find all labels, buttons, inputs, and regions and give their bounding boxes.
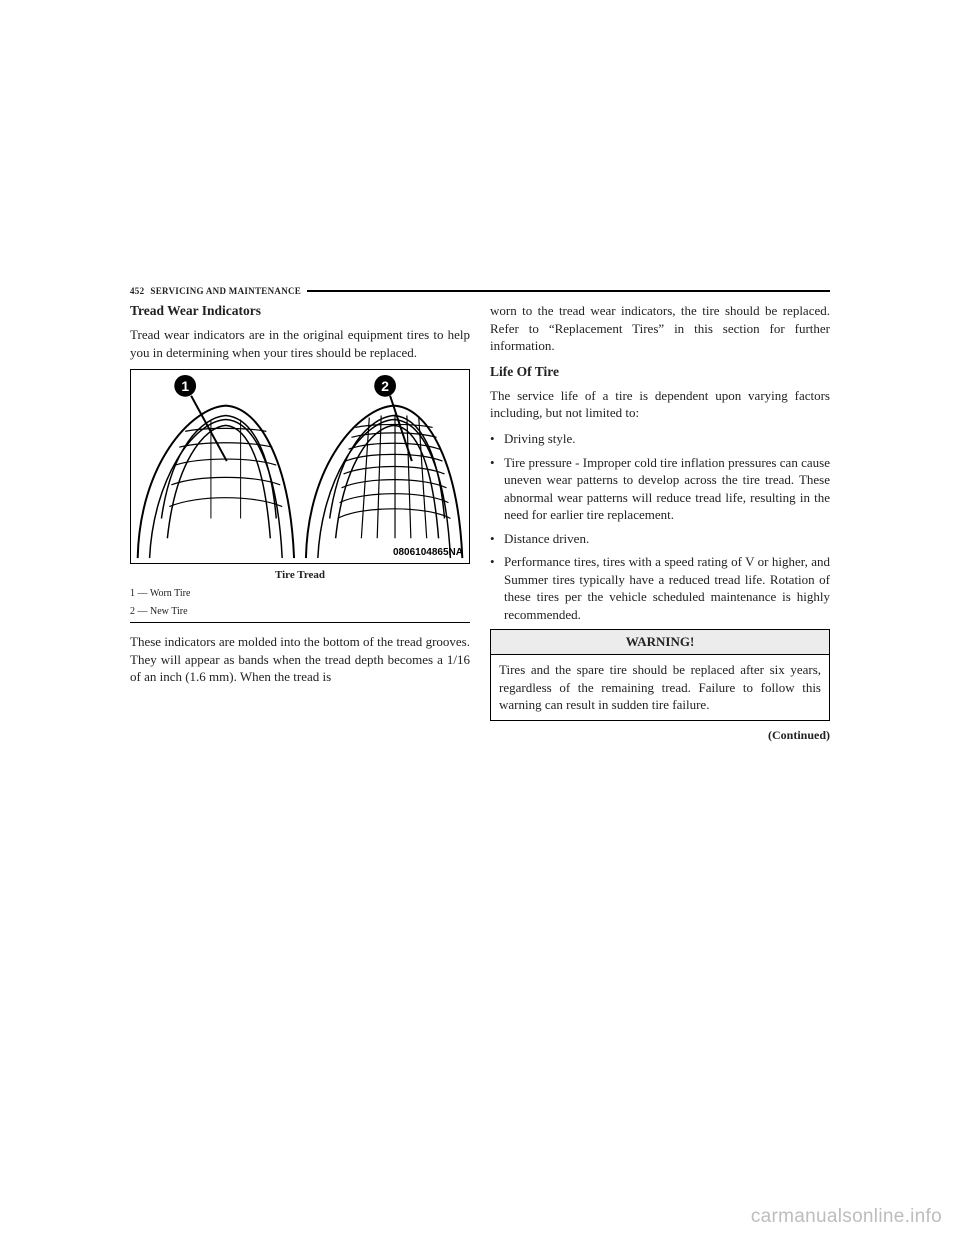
life-factors-list: Driving style. Tire pressure - Improper …	[490, 430, 830, 623]
figure-tire-tread: 1 2 0806104865NA	[130, 369, 470, 564]
callout-1-label: 1	[181, 378, 189, 394]
right-column: worn to the tread wear indicators, the t…	[490, 302, 830, 743]
para-life-intro: The service life of a tire is dependent …	[490, 387, 830, 422]
warning-body: Tires and the spare tire should be repla…	[491, 655, 829, 720]
list-item: Driving style.	[490, 430, 830, 448]
para-tread-intro: Tread wear indicators are in the origina…	[130, 326, 470, 361]
two-column-layout: Tread Wear Indicators Tread wear indicat…	[130, 302, 830, 743]
figure-legend-1: 1 — Worn Tire	[130, 587, 470, 601]
continued-label: (Continued)	[490, 727, 830, 743]
page-number: 452	[130, 286, 144, 296]
header-rule	[307, 290, 830, 292]
figure-caption: Tire Tread	[130, 568, 470, 583]
manual-page: 452 SERVICING AND MAINTENANCE Tread Wear…	[130, 286, 830, 851]
list-item: Tire pressure - Improper cold tire infla…	[490, 454, 830, 524]
list-item: Performance tires, tires with a speed ra…	[490, 553, 830, 623]
left-column: Tread Wear Indicators Tread wear indicat…	[130, 302, 470, 743]
callout-2-label: 2	[381, 378, 389, 394]
list-item: Distance driven.	[490, 530, 830, 548]
section-name: SERVICING AND MAINTENANCE	[150, 286, 301, 296]
para-continued-from-left: worn to the tread wear indicators, the t…	[490, 302, 830, 355]
heading-life-of-tire: Life Of Tire	[490, 363, 830, 381]
watermark: carmanualsonline.info	[751, 1206, 942, 1228]
warning-box: WARNING! Tires and the spare tire should…	[490, 629, 830, 720]
figure-legend-2: 2 — New Tire	[130, 605, 470, 619]
tire-tread-illustration: 1 2	[131, 370, 469, 563]
warning-title: WARNING!	[491, 630, 829, 655]
figure-image-number: 0806104865NA	[393, 546, 463, 560]
figure-divider	[130, 622, 470, 623]
page-header: 452 SERVICING AND MAINTENANCE	[130, 286, 830, 296]
para-tread-indicators: These indicators are molded into the bot…	[130, 633, 470, 686]
heading-tread-wear: Tread Wear Indicators	[130, 302, 470, 320]
